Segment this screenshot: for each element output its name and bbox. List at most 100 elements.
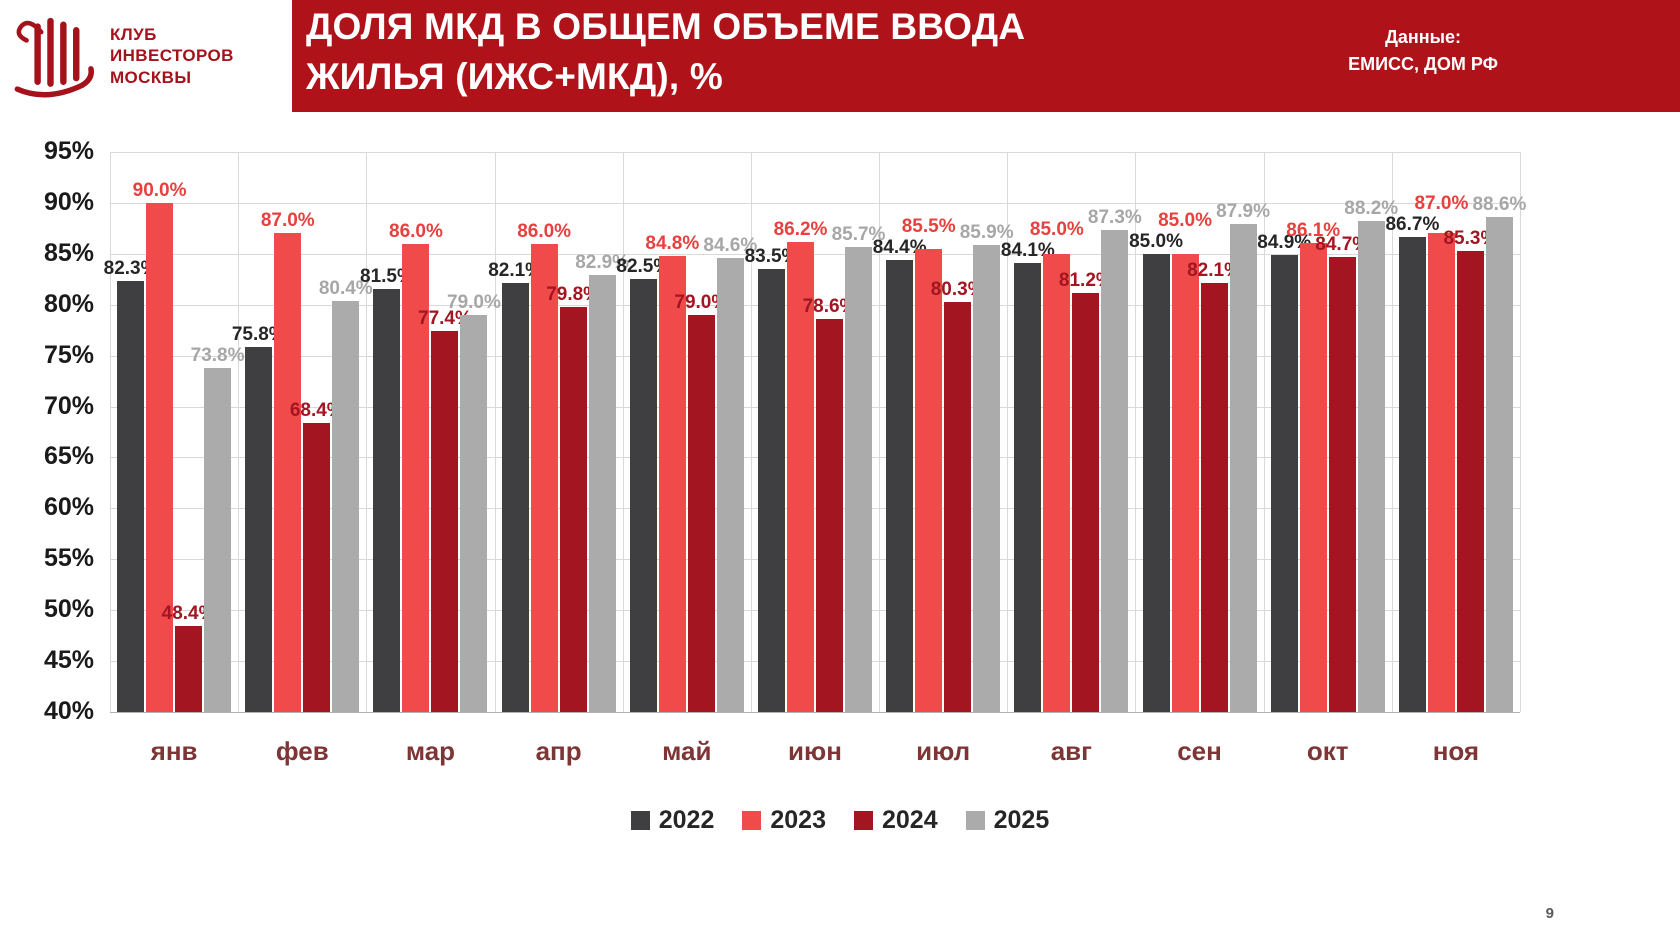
- value-label: 85.0%: [1029, 218, 1084, 240]
- value-label: 75.8%: [231, 324, 286, 346]
- bar-2025: [460, 314, 488, 712]
- value-label: 84.9%: [1257, 231, 1312, 253]
- bar-2022: [629, 279, 657, 712]
- legend-label: 2023: [770, 806, 826, 834]
- y-axis-label: 80%: [43, 289, 94, 318]
- x-axis-label: янв: [150, 736, 198, 766]
- value-label: 77.4%: [418, 308, 472, 330]
- bar-2025: [1229, 224, 1257, 712]
- legend-swatch-icon: [742, 811, 762, 830]
- source-label: Данные:: [1385, 27, 1462, 47]
- value-label: 68.4%: [289, 399, 344, 421]
- value-label: 87.0%: [260, 210, 315, 232]
- gridline-vertical: [1391, 152, 1393, 712]
- x-axis-label: апр: [535, 736, 582, 766]
- value-label: 84.8%: [645, 232, 700, 254]
- logo-text: КЛУБ ИНВЕСТОРОВ МОСКВЫ: [110, 24, 234, 88]
- gridline-vertical: [1520, 152, 1521, 712]
- gridline-horizontal: [110, 712, 1520, 713]
- gridline-vertical: [879, 152, 881, 712]
- bar-2023: [1299, 242, 1327, 712]
- value-label: 81.2%: [1058, 269, 1113, 291]
- value-label: 88.2%: [1344, 198, 1399, 220]
- logo-text-line: МОСКВЫ: [110, 67, 192, 87]
- value-label: 80.4%: [318, 277, 373, 299]
- bar-2025: [716, 257, 744, 712]
- gridline-vertical: [110, 152, 111, 712]
- source-value: ЕМИСС, ДОМ РФ: [1348, 54, 1498, 74]
- bar-2022: [758, 269, 785, 712]
- gridline-horizontal: [110, 202, 1520, 204]
- value-label: 83.5%: [744, 246, 799, 268]
- club-logo-icon: [14, 17, 94, 98]
- x-axis-label: июн: [788, 736, 842, 766]
- value-label: 87.9%: [1216, 201, 1270, 223]
- bar-2025: [1101, 230, 1129, 712]
- value-label: 86.0%: [517, 220, 572, 242]
- value-label: 87.3%: [1087, 207, 1142, 229]
- bar-chart: 40% 45% 50% 55% 60% 65% 70% 75% 80% 85% 90% 95% янв ф…: [0, 118, 1680, 918]
- bar-2024: [175, 626, 203, 712]
- bar-2022: [373, 289, 401, 712]
- data-source: Данные: ЕМИСС, ДОМ РФ: [1348, 24, 1498, 78]
- y-axis-label: 95%: [43, 137, 94, 165]
- bar-2022: [501, 283, 529, 712]
- gridline-vertical: [494, 152, 496, 712]
- bar-2023: [402, 243, 430, 712]
- gridline-vertical: [1263, 152, 1265, 712]
- x-axis-label: май: [662, 736, 712, 766]
- page-number: 9: [1545, 905, 1554, 922]
- bar-2023: [146, 202, 174, 712]
- gridline-vertical: [750, 152, 752, 712]
- x-axis-label: ноя: [1432, 736, 1480, 766]
- bar-2023: [658, 255, 686, 712]
- legend-item-2022: 2022: [630, 806, 714, 835]
- bar-2025: [588, 275, 616, 712]
- gridline-horizontal: [110, 304, 1520, 306]
- value-label: 79.0%: [447, 291, 501, 313]
- value-label: 86.2%: [773, 218, 828, 240]
- x-axis-label: авг: [1050, 736, 1092, 766]
- header: КЛУБ ИНВЕСТОРОВ МОСКВЫ ДОЛЯ МКД В ОБЩЕМ …: [0, 0, 1680, 112]
- value-label: 85.0%: [1129, 230, 1183, 252]
- y-axis-label: 50%: [43, 595, 94, 624]
- value-label: 84.7%: [1315, 233, 1370, 255]
- bar-2024: [303, 422, 331, 712]
- bar-2024: [1328, 256, 1356, 712]
- gridline-horizontal: [110, 152, 1520, 153]
- bar-2023: [1043, 253, 1071, 712]
- x-axis-label: фев: [275, 736, 329, 766]
- bar-2022: [886, 259, 914, 712]
- value-label: 82.9%: [575, 252, 630, 274]
- value-label: 82.1%: [488, 260, 543, 282]
- logo: КЛУБ ИНВЕСТОРОВ МОСКВЫ: [0, 0, 292, 112]
- gridline-vertical: [366, 152, 368, 712]
- value-label: 88.6%: [1472, 194, 1527, 216]
- slide-title: ДОЛЯ МКД В ОБЩЕМ ОБЪЕМЕ ВВОДА ЖИЛЬЯ (ИЖС…: [306, 2, 1025, 102]
- gridline-vertical: [238, 152, 240, 712]
- bar-2022: [1270, 254, 1298, 712]
- bar-2022: [117, 281, 145, 712]
- gridline-vertical: [1007, 152, 1009, 712]
- value-label: 85.3%: [1443, 227, 1498, 249]
- value-label: 82.5%: [616, 256, 671, 278]
- value-label: 85.9%: [959, 221, 1014, 243]
- bar-2024: [431, 331, 459, 712]
- gridline-vertical: [1135, 152, 1137, 712]
- value-label: 48.4%: [161, 603, 216, 625]
- legend: 2022 2023 2024 2025: [0, 806, 1680, 835]
- x-axis-label: июл: [916, 736, 971, 766]
- y-axis-label: 70%: [43, 391, 94, 420]
- x-axis-label: сен: [1177, 736, 1222, 766]
- bar-2024: [1456, 250, 1484, 712]
- y-axis-label: 60%: [43, 493, 94, 522]
- value-label: 73.8%: [190, 344, 245, 366]
- gridline-horizontal: [110, 406, 1520, 408]
- value-label: 85.0%: [1158, 209, 1212, 231]
- value-label: 85.7%: [831, 223, 886, 245]
- value-label: 84.1%: [1000, 239, 1055, 261]
- y-axis-label: 85%: [43, 238, 94, 267]
- y-axis-label: 45%: [43, 646, 94, 675]
- legend-item-2025: 2025: [965, 806, 1049, 835]
- x-axis-label: окт: [1306, 736, 1349, 766]
